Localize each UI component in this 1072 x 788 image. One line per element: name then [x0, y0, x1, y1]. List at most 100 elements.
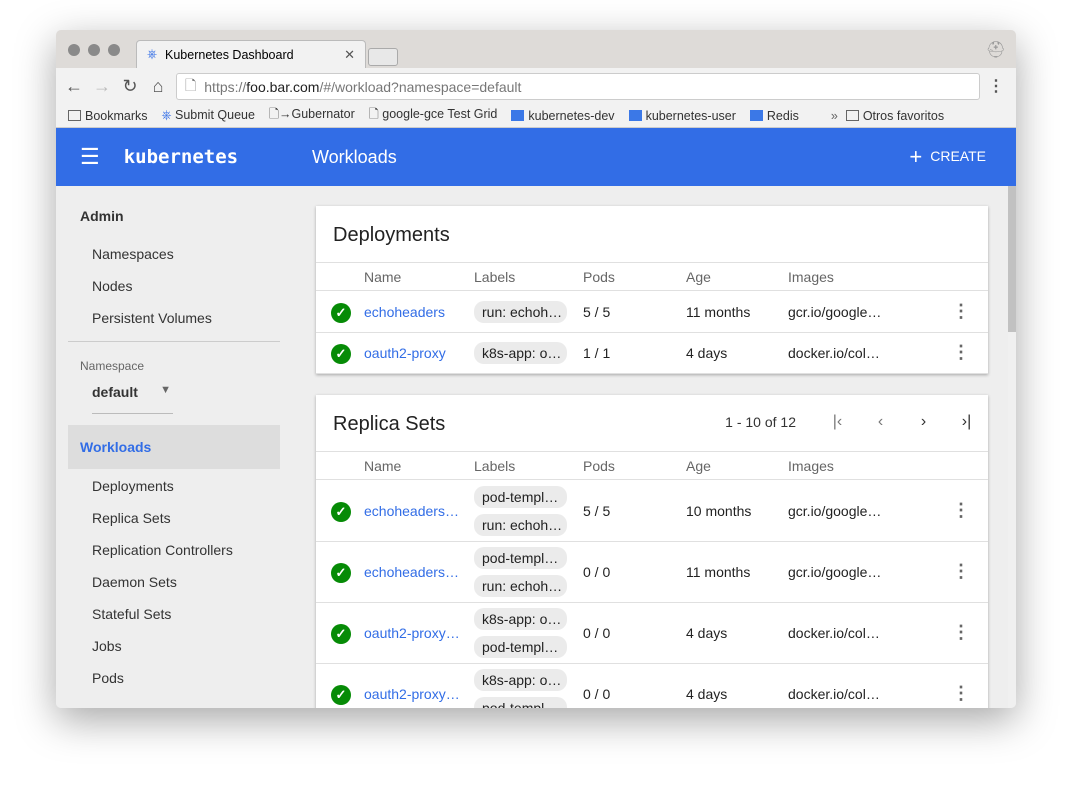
sidebar-item-replication-controllers[interactable]: Replication Controllers — [92, 542, 233, 558]
hamburger-menu-icon[interactable]: ☰ — [80, 144, 100, 169]
column-header[interactable]: Age — [686, 269, 711, 285]
resource-name-link[interactable]: echoheaders — [364, 303, 445, 320]
namespace-select[interactable]: default ▼ — [92, 384, 173, 414]
sidebar-item-persistent-volumes[interactable]: Persistent Volumes — [92, 310, 212, 326]
bookmarks-bar: Bookmarks ⎈ Submit Queue 🗋→Gubernator 🗋 … — [56, 104, 1016, 128]
pods-count: 1 / 1 — [583, 344, 611, 361]
resource-name-link[interactable]: oauth2-proxy… — [364, 685, 460, 702]
sidebar-item-daemon-sets[interactable]: Daemon Sets — [92, 574, 177, 590]
url: https://foo.bar.com/#/workload?namespace… — [204, 79, 521, 95]
bookmark[interactable]: 🗋→Gubernator — [269, 105, 355, 126]
close-window-button[interactable] — [68, 44, 80, 56]
browser-tab[interactable]: ⎈ Kubernetes Dashboard ✕ — [136, 40, 366, 68]
url-path: /#/workload?namespace=default — [319, 78, 522, 95]
bookmark-label: kubernetes-dev — [528, 108, 615, 123]
table-row: ✓ oauth2-proxy… k8s-app: o… pod-templ… 0 / 0… — [316, 664, 988, 708]
resource-name-link[interactable]: oauth2-proxy — [364, 344, 446, 361]
bookmark-other[interactable]: Otros favoritos — [845, 108, 945, 123]
forward-icon[interactable]: → — [93, 75, 111, 96]
age: 4 days — [686, 685, 728, 702]
sidebar-item-nodes[interactable]: Nodes — [92, 278, 133, 294]
scrollbar-thumb[interactable] — [1008, 186, 1016, 332]
more-actions-icon[interactable]: ⋮ — [952, 560, 970, 581]
bookmark[interactable]: kubernetes-dev — [511, 108, 615, 123]
bookmark-label: Bookmarks — [85, 108, 148, 123]
column-header[interactable]: Name — [364, 458, 402, 474]
pods-count: 5 / 5 — [583, 502, 611, 519]
kubernetes-favicon-icon: ⎈ — [147, 47, 158, 61]
more-actions-icon[interactable]: ⋮ — [952, 300, 970, 321]
age: 10 months — [686, 502, 752, 519]
more-bookmarks-button[interactable]: » — [830, 108, 838, 123]
status-ok-icon: ✓ — [331, 684, 351, 705]
menu-icon[interactable]: ⋮ — [988, 78, 1004, 95]
minimize-window-button[interactable] — [88, 44, 100, 56]
table-row: ✓ echoheaders… pod-templ… run: echoh… 5 / 5 1… — [316, 481, 988, 542]
divider — [68, 341, 280, 342]
last-page-icon[interactable]: ›| — [961, 413, 972, 430]
label-chip: run: echoh… — [474, 513, 567, 536]
column-header[interactable]: Images — [788, 458, 834, 474]
page-icon: 🗋 — [368, 107, 383, 121]
column-header[interactable]: Labels — [474, 458, 516, 474]
resource-name-link[interactable]: echoheaders… — [364, 563, 459, 580]
scrollbar[interactable] — [1008, 186, 1016, 708]
resource-name-link[interactable]: oauth2-proxy… — [364, 624, 460, 641]
more-actions-icon[interactable]: ⋮ — [952, 499, 970, 520]
group-icon — [628, 109, 642, 121]
column-header[interactable]: Age — [686, 458, 711, 474]
back-icon[interactable]: ← — [65, 75, 83, 96]
label-chip: pod-templ… — [474, 635, 567, 658]
sidebar-item-stateful-sets[interactable]: Stateful Sets — [92, 606, 172, 622]
column-header[interactable]: Labels — [474, 269, 516, 285]
bookmark[interactable]: kubernetes-user — [628, 108, 736, 123]
new-tab-button[interactable] — [368, 48, 398, 66]
status-ok-icon: ✓ — [331, 501, 351, 522]
column-header[interactable]: Pods — [583, 458, 615, 474]
bookmark[interactable]: ⎈ Submit Queue — [162, 108, 255, 123]
first-page-icon[interactable]: |‹ — [832, 413, 843, 430]
more-actions-icon[interactable]: ⋮ — [952, 682, 970, 703]
bookmark-label: kubernetes-user — [645, 108, 736, 123]
namespace-label: Namespace — [80, 359, 145, 373]
bookmark[interactable]: 🗋 google-gce Test Grid — [369, 105, 498, 126]
column-header[interactable]: Images — [788, 269, 834, 285]
previous-page-icon[interactable]: ‹ — [877, 413, 884, 430]
label-chip: pod-templ… — [474, 696, 567, 708]
home-icon[interactable]: ⌂ — [152, 75, 164, 96]
zoom-window-button[interactable] — [108, 44, 120, 56]
status-ok-icon: ✓ — [331, 343, 351, 364]
address-bar[interactable]: 🗋 https://foo.bar.com/#/workload?namespa… — [176, 73, 980, 100]
bookmark[interactable]: Bookmarks — [68, 109, 148, 123]
more-actions-icon[interactable]: ⋮ — [952, 341, 970, 362]
sidebar-item-replica-sets[interactable]: Replica Sets — [92, 510, 171, 526]
folder-icon — [845, 109, 859, 121]
sidebar-item-deployments[interactable]: Deployments — [92, 478, 174, 494]
group-icon — [511, 109, 525, 121]
card-title: Deployments — [333, 224, 450, 246]
age: 4 days — [686, 624, 728, 641]
reload-icon[interactable]: ↻ — [122, 75, 138, 96]
next-page-icon[interactable]: › — [920, 413, 927, 430]
close-tab-icon[interactable]: ✕ — [344, 46, 355, 62]
sidebar-item-workloads[interactable]: Workloads — [68, 425, 280, 469]
bookmark-label: Submit Queue — [175, 108, 255, 122]
label-chip: k8s-app: o… — [474, 668, 567, 691]
resource-name-link[interactable]: echoheaders… — [364, 502, 459, 519]
sidebar-item-jobs[interactable]: Jobs — [92, 638, 122, 654]
sidebar-item-admin[interactable]: Admin — [80, 208, 124, 224]
label-chip: pod-templ… — [474, 546, 567, 569]
more-actions-icon[interactable]: ⋮ — [952, 621, 970, 642]
bookmark[interactable]: Redis — [749, 109, 799, 123]
sidebar-item-namespaces[interactable]: Namespaces — [92, 246, 174, 262]
namespace-value: default — [92, 384, 138, 400]
app-header: ☰ kubernetes Workloads + CREATE — [56, 128, 1016, 186]
create-button[interactable]: + CREATE — [909, 144, 986, 170]
column-header[interactable]: Pods — [583, 269, 615, 285]
bookmark-label: Otros favoritos — [862, 108, 945, 123]
sidebar-item-pods[interactable]: Pods — [92, 670, 124, 686]
column-header[interactable]: Name — [364, 269, 402, 285]
main-content: Deployments Name Labels Pods Age Images ✓ echo… — [296, 186, 1008, 708]
logo[interactable]: kubernetes — [123, 146, 239, 168]
table-header: Name Labels Pods Age Images — [316, 262, 988, 291]
